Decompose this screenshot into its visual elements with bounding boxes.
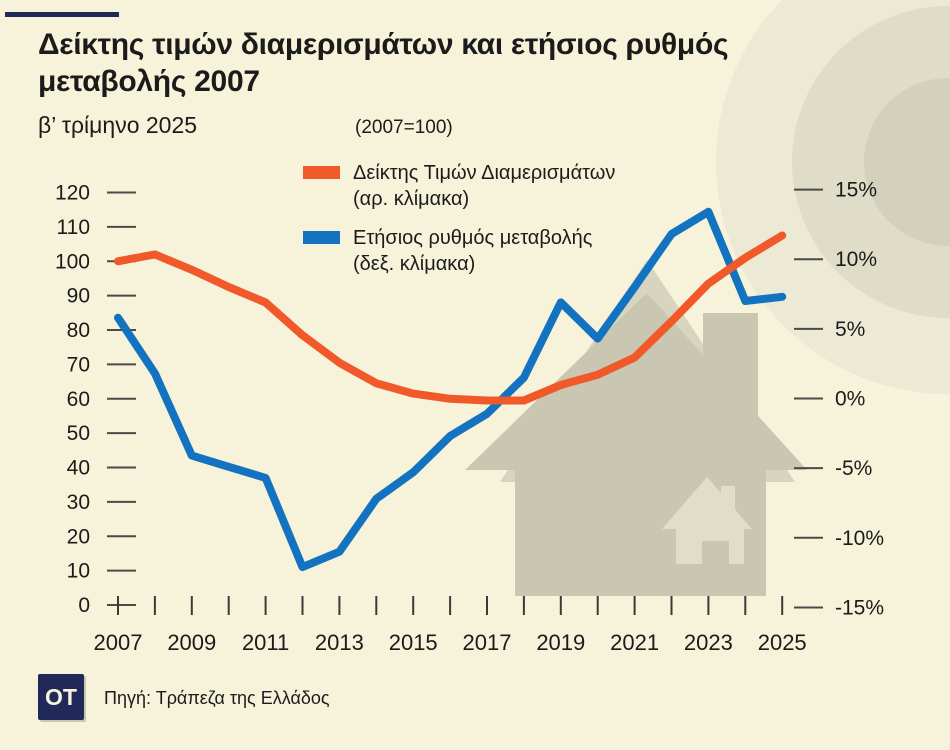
- page-title: Δείκτης τιμών διαμερισμάτων και ετήσιος …: [38, 26, 928, 100]
- legend-sublabel-text: (αρ. κλίμακα): [353, 188, 470, 210]
- left-axis-label: 100: [55, 250, 90, 273]
- ot-logo: OT: [38, 674, 84, 720]
- price-index-line: [114, 231, 787, 405]
- right-axis-label: -15%: [835, 597, 884, 620]
- x-axis-year-label: 2007: [94, 630, 143, 655]
- house-silhouette-decoration: [465, 260, 807, 596]
- annual-change-line: [114, 207, 787, 572]
- right-axis-label: -5%: [835, 457, 872, 480]
- x-axis-year-label: 2017: [463, 630, 512, 655]
- left-axis-label: 0: [78, 594, 90, 617]
- legend-sublabel-text: (δεξ. κλίμακα): [353, 253, 476, 275]
- x-axis-year-label: 2015: [389, 630, 438, 655]
- small-house-door: [702, 541, 729, 564]
- left-axis-label: 10: [67, 560, 90, 583]
- x-axis-year-label: 2011: [242, 630, 289, 655]
- left-axis-label: 80: [67, 319, 90, 342]
- left-axis-label: 90: [67, 285, 90, 308]
- legend-item-price-index: Δείκτης Τιμών Διαμερισμάτων (αρ. κλίμακα): [303, 160, 615, 212]
- page-subtitle: β’ τρίμηνο 2025: [38, 112, 198, 138]
- left-axis-label: 110: [57, 216, 90, 239]
- right-axis-label: 15%: [835, 179, 877, 202]
- chart-legend: Δείκτης Τιμών Διαμερισμάτων (αρ. κλίμακα)…: [303, 160, 615, 290]
- price-index-legend-label: Δείκτης Τιμών Διαμερισμάτων (αρ. κλίμακα): [353, 160, 615, 212]
- page-title-line1: Δείκτης τιμών διαμερισμάτων και ετήσιος …: [38, 28, 729, 61]
- legend-item-annual-change: Ετήσιος ρυθμός μεταβολής (δεξ. κλίμακα): [303, 225, 615, 277]
- legend-label-text: Δείκτης Τιμών Διαμερισμάτων: [353, 162, 616, 184]
- x-axis-year-label: 2021: [610, 630, 659, 655]
- right-axis-label: 10%: [835, 248, 877, 271]
- left-axis-label: 50: [67, 422, 90, 445]
- x-axis-year-label: 2019: [536, 630, 585, 655]
- price-index-swatch: [303, 166, 340, 179]
- right-axis-label: -10%: [835, 527, 884, 550]
- base-year-note: (2007=100): [355, 117, 453, 138]
- source-note: Πηγή: Τράπεζα της Ελλάδος: [104, 688, 330, 708]
- left-axis-label: 120: [55, 182, 90, 205]
- chart-series: [114, 207, 787, 572]
- left-axis-label: 20: [67, 525, 90, 548]
- chart-axes: 0 10 20 30 40 50 60 70 80 90 100 110 120 -15% -10% -5% 0…: [55, 179, 884, 655]
- legend-label-text: Ετήσιος ρυθμός μεταβολής: [353, 227, 593, 249]
- annual-change-swatch: [303, 231, 340, 244]
- right-axis-label: 0%: [835, 388, 865, 411]
- page-title-line2: μεταβολής 2007: [38, 65, 260, 98]
- small-house-chimney: [721, 486, 735, 512]
- x-axis-year-label: 2009: [167, 630, 216, 655]
- small-house-roof: [662, 477, 752, 529]
- x-axis-year-label: 2013: [315, 630, 364, 655]
- left-axis-label: 70: [67, 353, 90, 376]
- x-axis-year-label: 2023: [684, 630, 733, 655]
- left-axis-label: 30: [67, 491, 90, 514]
- left-axis-label: 40: [67, 457, 90, 480]
- left-axis-label: 60: [67, 388, 90, 411]
- header-accent-bar: [5, 12, 119, 17]
- annual-change-legend-label: Ετήσιος ρυθμός μεταβολής (δεξ. κλίμακα): [353, 225, 592, 277]
- right-axis-label: 5%: [835, 318, 865, 341]
- x-axis-year-label: 2025: [758, 630, 807, 655]
